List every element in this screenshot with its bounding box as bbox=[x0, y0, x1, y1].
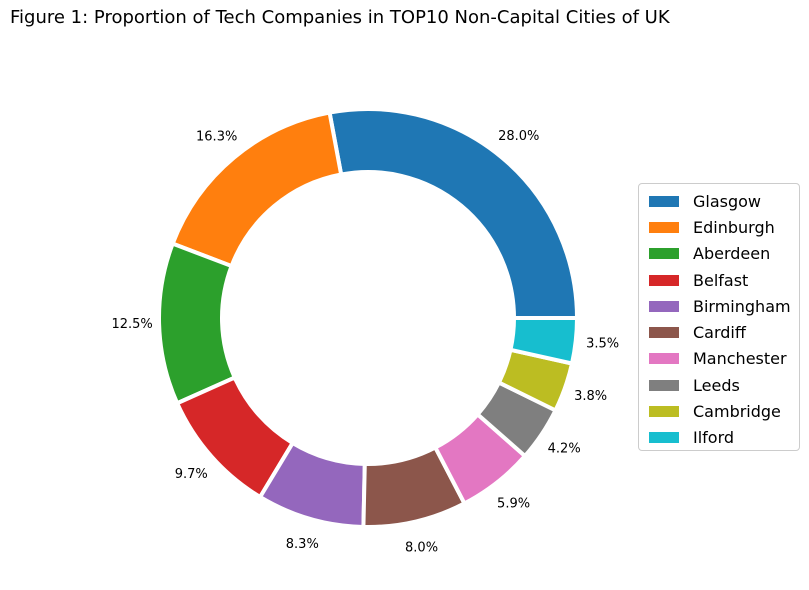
legend-swatch bbox=[649, 379, 679, 391]
pct-label-glasgow: 28.0% bbox=[498, 129, 539, 144]
legend-item-aberdeen: Aberdeen bbox=[649, 241, 799, 267]
legend-item-manchester: Manchester bbox=[649, 346, 799, 372]
donut-slices bbox=[157, 107, 579, 529]
legend-label: Aberdeen bbox=[693, 244, 771, 264]
legend-label: Cambridge bbox=[693, 402, 781, 422]
pct-label-cardiff: 8.0% bbox=[405, 540, 438, 555]
slice-glasgow bbox=[327, 107, 579, 320]
legend-label: Glasgow bbox=[693, 191, 762, 211]
slice-ilford bbox=[508, 316, 579, 366]
legend-item-edinburgh: Edinburgh bbox=[649, 214, 799, 240]
legend-label: Belfast bbox=[693, 270, 749, 290]
pct-label-leeds: 4.2% bbox=[548, 442, 581, 457]
legend-label: Edinburgh bbox=[693, 217, 775, 237]
pct-label-manchester: 5.9% bbox=[497, 496, 530, 511]
legend-item-cardiff: Cardiff bbox=[649, 319, 799, 345]
legend-swatch bbox=[649, 406, 679, 418]
legend-swatch bbox=[649, 432, 679, 444]
legend-item-cambridge: Cambridge bbox=[649, 398, 799, 424]
pct-label-belfast: 9.7% bbox=[175, 467, 208, 482]
legend-swatch bbox=[649, 248, 679, 260]
chart-title: Figure 1: Proportion of Tech Companies i… bbox=[10, 7, 670, 28]
legend: Glasgow Edinburgh Aberdeen Belfast Birmingha… bbox=[638, 183, 800, 451]
pct-label-birmingham: 8.3% bbox=[286, 537, 319, 552]
pct-label-cambridge: 3.8% bbox=[574, 389, 607, 404]
pct-label-edinburgh: 16.3% bbox=[196, 129, 237, 144]
legend-label: Cardiff bbox=[693, 323, 746, 343]
legend-swatch bbox=[649, 274, 679, 286]
legend-item-leeds: Leeds bbox=[649, 372, 799, 398]
legend-label: Ilford bbox=[693, 428, 735, 448]
legend-swatch bbox=[649, 300, 679, 312]
legend-item-birmingham: Birmingham bbox=[649, 293, 799, 319]
slice-aberdeen bbox=[157, 241, 237, 406]
legend-swatch bbox=[649, 327, 679, 339]
legend-label: Manchester bbox=[693, 349, 787, 369]
legend-item-glasgow: Glasgow bbox=[649, 188, 799, 214]
legend-item-ilford: Ilford bbox=[649, 425, 799, 451]
legend-label: Birmingham bbox=[693, 296, 791, 316]
pct-label-ilford: 3.5% bbox=[586, 336, 619, 351]
legend-swatch bbox=[649, 221, 679, 233]
pct-label-aberdeen: 12.5% bbox=[111, 317, 152, 332]
legend-label: Leeds bbox=[693, 375, 740, 395]
legend-item-belfast: Belfast bbox=[649, 267, 799, 293]
legend-swatch bbox=[649, 353, 679, 365]
percentage-labels: 28.0% 16.3% 12.5% 9.7% 8.3% 8.0% 5.9% 4.2% 3.8% 3… bbox=[111, 129, 619, 555]
legend-swatch bbox=[649, 195, 679, 207]
